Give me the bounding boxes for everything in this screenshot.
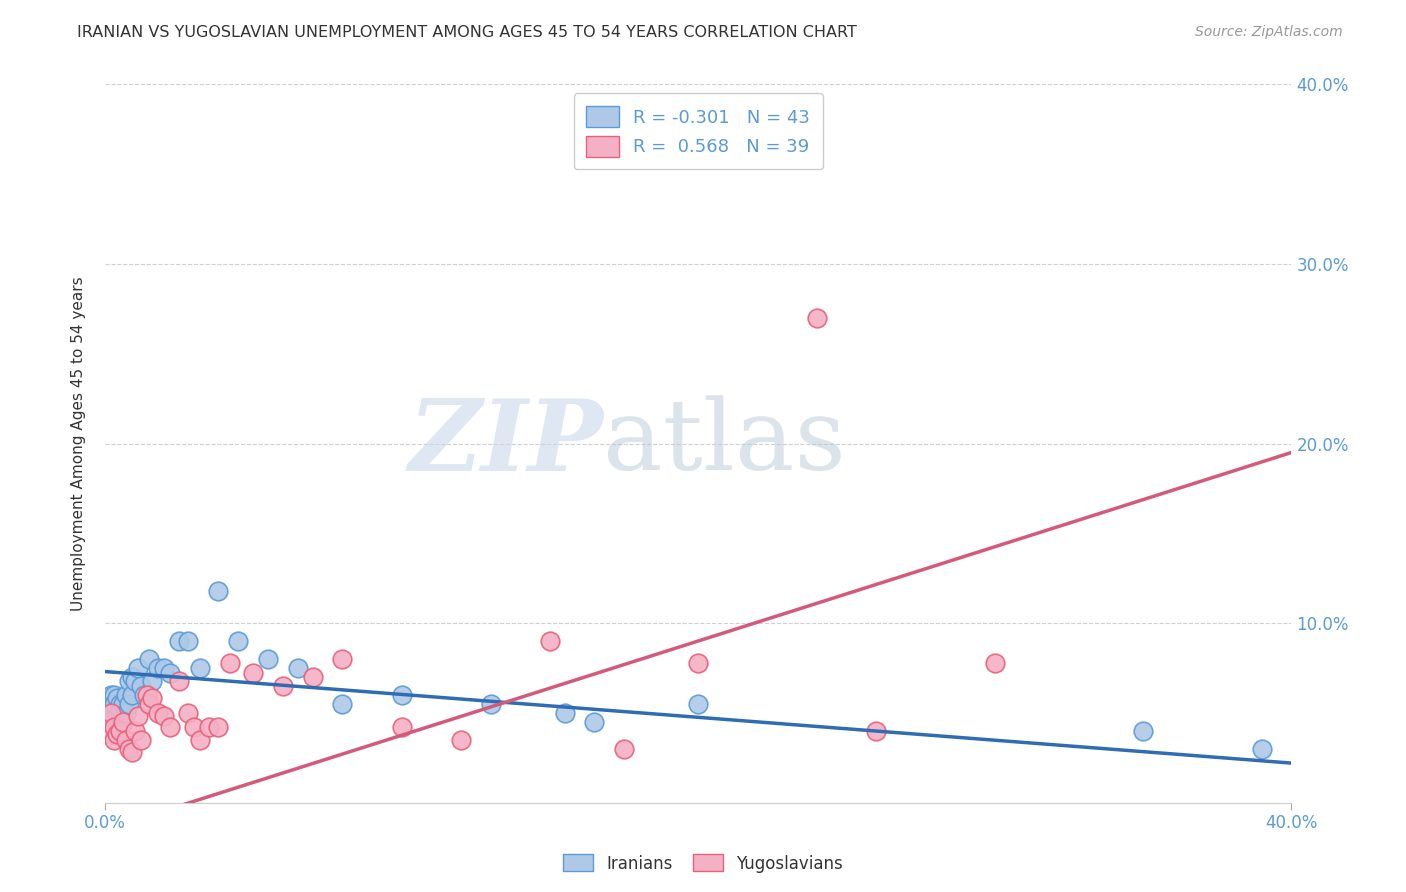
- Point: [177, 634, 200, 648]
- Text: IRANIAN VS YUGOSLAVIAN UNEMPLOYMENT AMONG AGES 45 TO 54 YEARS CORRELATION CHART: IRANIAN VS YUGOSLAVIAN UNEMPLOYMENT AMON…: [77, 25, 858, 40]
- Point: [124, 673, 146, 688]
- Point: [188, 661, 211, 675]
- Point: [198, 720, 221, 734]
- Point: [271, 679, 294, 693]
- Point: [129, 679, 152, 693]
- Point: [159, 720, 181, 734]
- Y-axis label: Unemployment Among Ages 45 to 54 years: Unemployment Among Ages 45 to 54 years: [72, 277, 86, 611]
- Point: [242, 666, 264, 681]
- Point: [301, 670, 323, 684]
- Point: [105, 709, 128, 723]
- Point: [554, 706, 576, 720]
- Text: Source: ZipAtlas.com: Source: ZipAtlas.com: [1195, 25, 1343, 39]
- Point: [330, 697, 353, 711]
- Point: [167, 673, 190, 688]
- Point: [127, 709, 149, 723]
- Legend: Iranians, Yugoslavians: Iranians, Yugoslavians: [557, 847, 849, 880]
- Point: [218, 656, 240, 670]
- Point: [177, 706, 200, 720]
- Point: [450, 732, 472, 747]
- Point: [159, 666, 181, 681]
- Point: [100, 688, 122, 702]
- Text: atlas: atlas: [603, 396, 846, 491]
- Point: [103, 732, 125, 747]
- Point: [111, 714, 134, 729]
- Point: [479, 697, 502, 711]
- Point: [613, 741, 636, 756]
- Point: [135, 688, 157, 702]
- Point: [121, 688, 143, 702]
- Point: [127, 661, 149, 675]
- Point: [108, 706, 131, 720]
- Point: [97, 697, 120, 711]
- Point: [207, 583, 229, 598]
- Point: [153, 709, 176, 723]
- Point: [132, 688, 155, 702]
- Point: [167, 634, 190, 648]
- Point: [148, 661, 170, 675]
- Point: [124, 723, 146, 738]
- Point: [207, 720, 229, 734]
- Point: [228, 634, 250, 648]
- Point: [111, 714, 134, 729]
- Point: [103, 720, 125, 734]
- Point: [114, 732, 136, 747]
- Point: [391, 688, 413, 702]
- Point: [103, 697, 125, 711]
- Point: [148, 706, 170, 720]
- Point: [806, 310, 828, 325]
- Point: [138, 697, 160, 711]
- Point: [287, 661, 309, 675]
- Point: [141, 673, 163, 688]
- Point: [121, 745, 143, 759]
- Point: [118, 673, 141, 688]
- Point: [583, 714, 606, 729]
- Point: [153, 661, 176, 675]
- Point: [103, 714, 125, 729]
- Point: [100, 727, 122, 741]
- Point: [108, 723, 131, 738]
- Point: [257, 652, 280, 666]
- Point: [118, 697, 141, 711]
- Point: [1132, 723, 1154, 738]
- Point: [111, 697, 134, 711]
- Point: [121, 670, 143, 684]
- Point: [114, 688, 136, 702]
- Point: [129, 732, 152, 747]
- Point: [118, 741, 141, 756]
- Point: [865, 723, 887, 738]
- Point: [141, 691, 163, 706]
- Point: [984, 656, 1007, 670]
- Point: [538, 634, 561, 648]
- Point: [688, 656, 710, 670]
- Point: [138, 652, 160, 666]
- Point: [103, 688, 125, 702]
- Text: ZIP: ZIP: [408, 395, 603, 491]
- Point: [100, 706, 122, 720]
- Point: [391, 720, 413, 734]
- Legend: R = -0.301   N = 43, R =  0.568   N = 39: R = -0.301 N = 43, R = 0.568 N = 39: [574, 94, 823, 169]
- Point: [100, 706, 122, 720]
- Point: [114, 706, 136, 720]
- Point: [330, 652, 353, 666]
- Point: [97, 714, 120, 729]
- Point: [105, 691, 128, 706]
- Point: [1250, 741, 1272, 756]
- Point: [188, 732, 211, 747]
- Point: [108, 723, 131, 738]
- Point: [183, 720, 205, 734]
- Point: [105, 727, 128, 741]
- Point: [688, 697, 710, 711]
- Point: [108, 697, 131, 711]
